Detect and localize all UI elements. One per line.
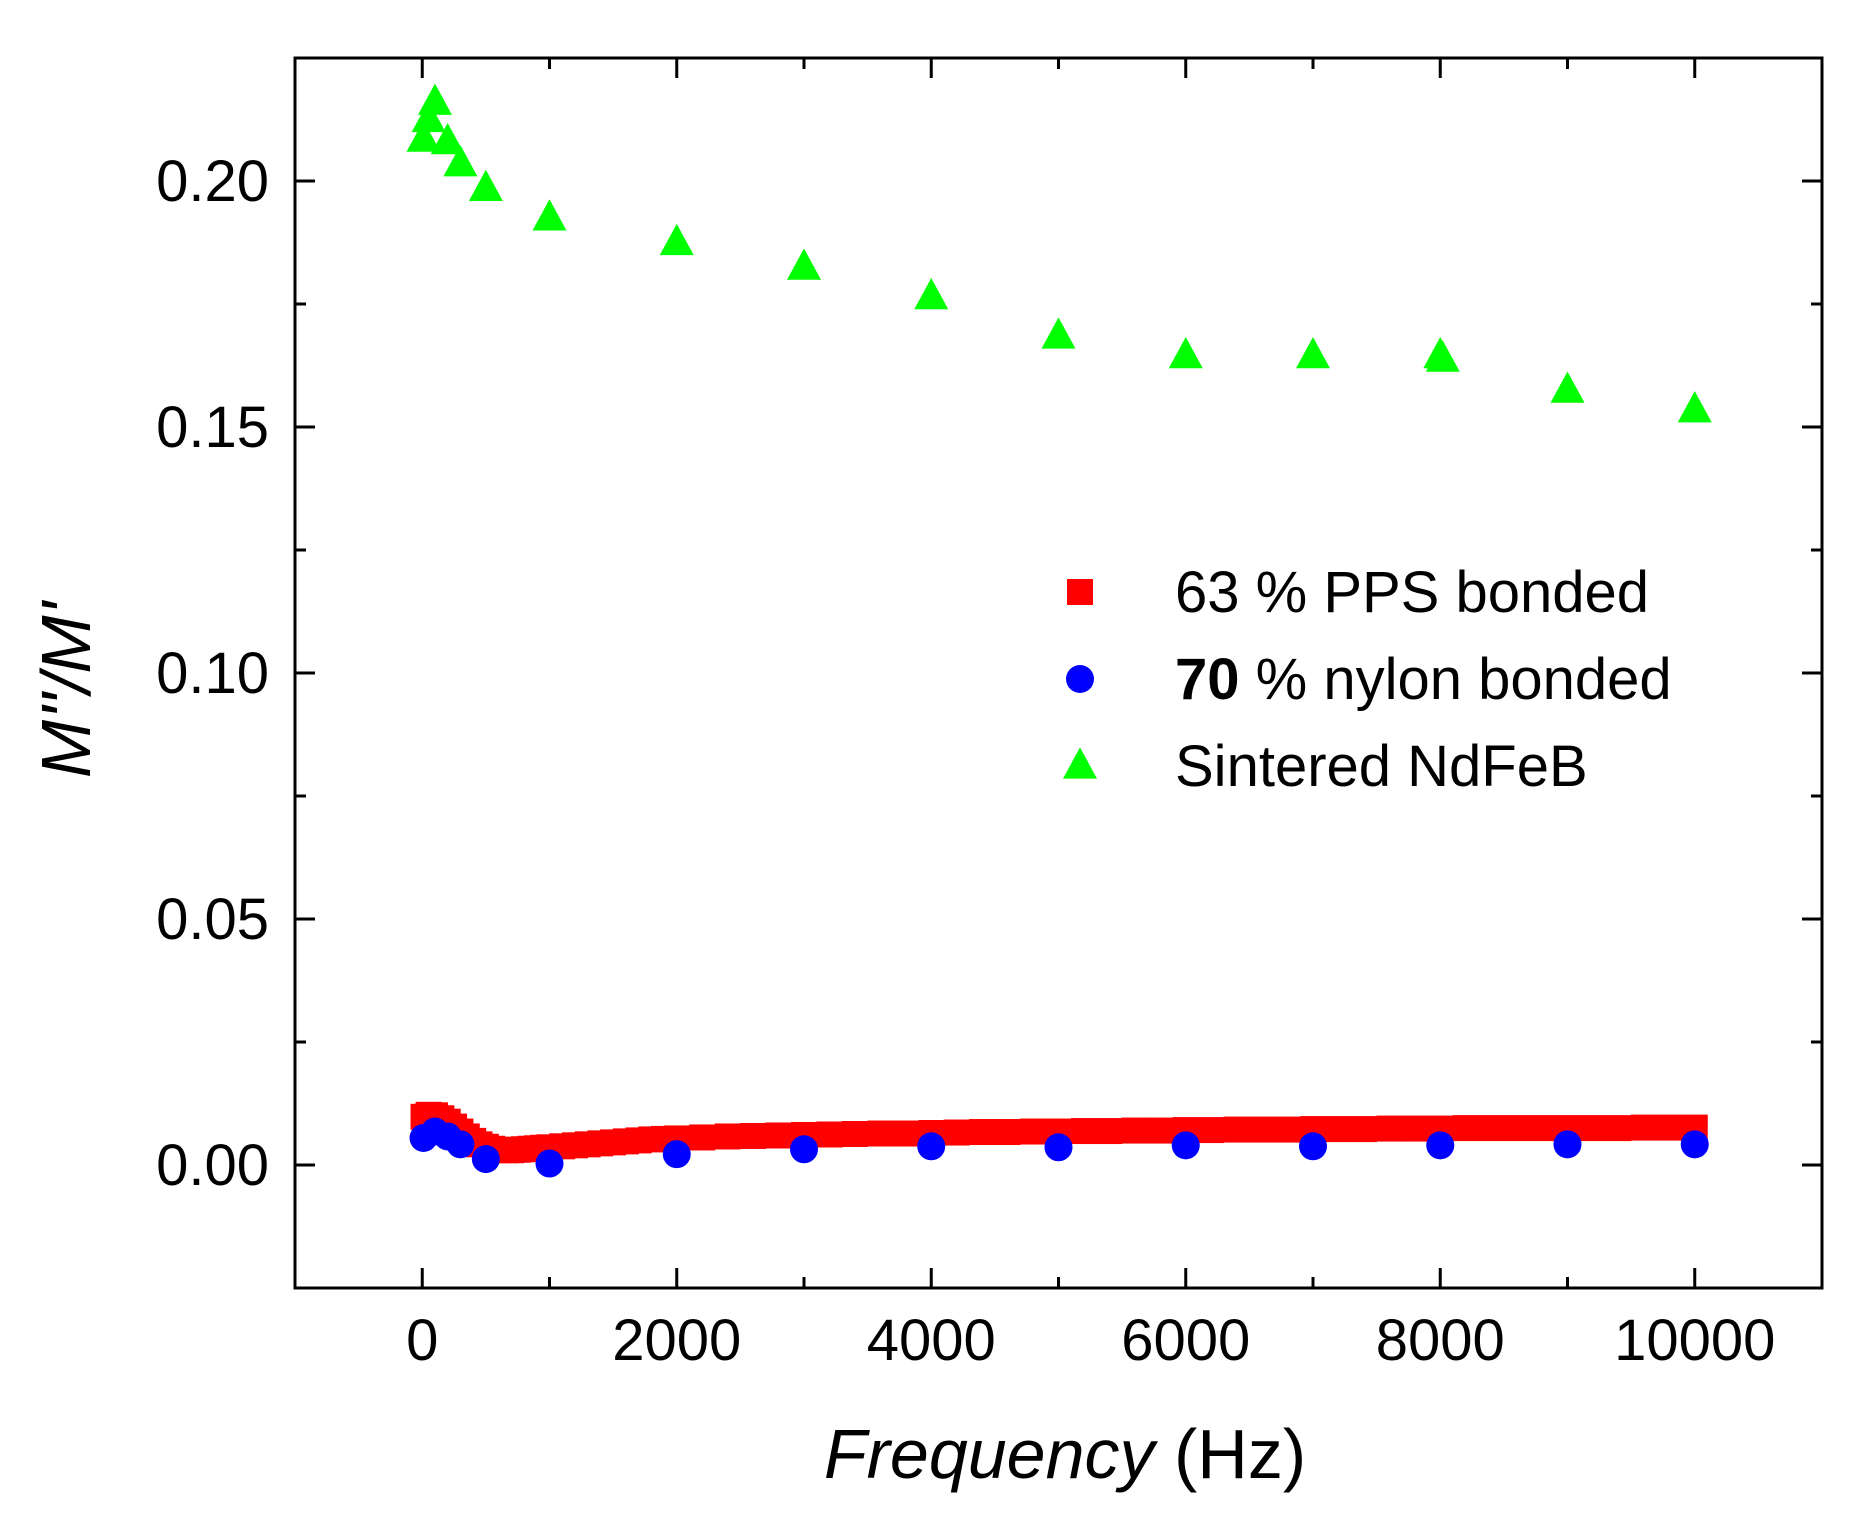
legend-label: 63 % PPS bonded bbox=[1175, 560, 1649, 625]
data-point bbox=[1656, 1114, 1683, 1141]
axis-ticks: 0 2000 4000 6000 8000 10000 0.00 0.05 0.10 0.15 0.… bbox=[156, 58, 1822, 1373]
x-tick-label: 6000 bbox=[1121, 1308, 1250, 1373]
data-point bbox=[417, 83, 452, 115]
data-point bbox=[406, 120, 441, 152]
data-point bbox=[1096, 1118, 1123, 1145]
data-point bbox=[1223, 1116, 1250, 1143]
legend-marker bbox=[1066, 665, 1094, 693]
data-point bbox=[411, 100, 446, 133]
data-point bbox=[1171, 1131, 1200, 1160]
data-point bbox=[1553, 1130, 1582, 1159]
data-point bbox=[787, 248, 821, 280]
data-point bbox=[917, 1132, 946, 1161]
data-point bbox=[1376, 1115, 1403, 1142]
series-2 bbox=[409, 1117, 1709, 1178]
data-point bbox=[1680, 1130, 1709, 1159]
x-tick-label: 10000 bbox=[1614, 1308, 1775, 1373]
x-tick-label: 4000 bbox=[867, 1308, 996, 1373]
y-tick-label: 0.15 bbox=[156, 395, 269, 460]
data-point bbox=[1198, 1117, 1225, 1144]
data-point bbox=[969, 1119, 996, 1146]
series-3 bbox=[406, 83, 1712, 423]
data-point bbox=[1070, 1118, 1097, 1145]
legend-marker bbox=[1067, 579, 1093, 605]
data-points bbox=[406, 83, 1712, 1178]
legend-label-bold: 70 bbox=[1175, 647, 1240, 712]
data-point bbox=[1299, 1132, 1327, 1161]
data-point bbox=[1550, 371, 1585, 403]
data-point bbox=[662, 1140, 691, 1169]
data-point bbox=[446, 1130, 475, 1159]
data-point bbox=[1168, 337, 1203, 369]
data-point bbox=[1579, 1115, 1606, 1142]
data-point bbox=[1425, 340, 1460, 372]
data-point bbox=[1401, 1115, 1428, 1142]
legend-label: Sintered NdFeB bbox=[1175, 734, 1588, 799]
data-point bbox=[1296, 337, 1330, 369]
data-point bbox=[1630, 1114, 1657, 1141]
data-point bbox=[1605, 1115, 1632, 1142]
data-point bbox=[1147, 1117, 1174, 1144]
data-point bbox=[471, 1145, 500, 1174]
data-point bbox=[1452, 1115, 1479, 1142]
y-axis-title: M''/M' bbox=[27, 599, 105, 778]
data-point bbox=[1529, 1115, 1556, 1142]
legend-label-text: Sintered NdFeB bbox=[1175, 734, 1588, 799]
data-point bbox=[1121, 1117, 1148, 1144]
data-point bbox=[914, 278, 949, 310]
data-point bbox=[1426, 1131, 1455, 1160]
y-tick-label: 0.20 bbox=[156, 149, 269, 214]
x-tick-label: 2000 bbox=[612, 1308, 741, 1373]
x-axis-title: Frequency (Hz) bbox=[824, 1415, 1306, 1493]
data-point bbox=[1350, 1116, 1377, 1143]
x-axis-title-unit: (Hz) bbox=[1155, 1415, 1307, 1493]
y-tick-label: 0.10 bbox=[156, 641, 269, 706]
data-point bbox=[841, 1121, 868, 1148]
data-point bbox=[1325, 1116, 1352, 1143]
data-point bbox=[740, 1122, 767, 1149]
data-point bbox=[867, 1120, 894, 1147]
data-point bbox=[816, 1121, 843, 1148]
data-point bbox=[659, 223, 694, 256]
legend-marker bbox=[1063, 747, 1097, 779]
data-point bbox=[790, 1135, 818, 1164]
data-point bbox=[1020, 1118, 1047, 1145]
data-point bbox=[1503, 1115, 1530, 1142]
data-point bbox=[994, 1119, 1021, 1146]
data-point bbox=[443, 145, 478, 177]
data-point bbox=[532, 199, 567, 231]
x-axis-title-main: Frequency bbox=[824, 1415, 1159, 1493]
data-point bbox=[1478, 1115, 1505, 1142]
data-point bbox=[1274, 1116, 1301, 1143]
data-point bbox=[1044, 1133, 1073, 1162]
legend-label: 70 % nylon bonded bbox=[1175, 647, 1672, 712]
y-tick-label: 0.00 bbox=[156, 1133, 269, 1198]
legend-label-text: 63 % PPS bonded bbox=[1175, 560, 1649, 625]
data-point bbox=[943, 1119, 970, 1146]
data-point bbox=[765, 1122, 792, 1149]
data-point bbox=[1041, 317, 1076, 349]
data-point bbox=[430, 123, 465, 155]
x-tick-label: 0 bbox=[406, 1308, 438, 1373]
legend-label-text: % nylon bonded bbox=[1240, 647, 1672, 712]
data-point bbox=[1677, 391, 1712, 423]
data-point bbox=[468, 169, 503, 201]
legend: 63 % PPS bonded 70 % nylon bonded Sintered… bbox=[1063, 560, 1672, 799]
x-tick-label: 8000 bbox=[1376, 1308, 1505, 1373]
data-point bbox=[535, 1149, 564, 1178]
y-tick-label: 0.05 bbox=[156, 887, 269, 952]
data-point bbox=[1249, 1116, 1276, 1143]
data-point bbox=[714, 1123, 741, 1150]
data-point bbox=[892, 1120, 919, 1147]
data-point bbox=[689, 1124, 716, 1151]
